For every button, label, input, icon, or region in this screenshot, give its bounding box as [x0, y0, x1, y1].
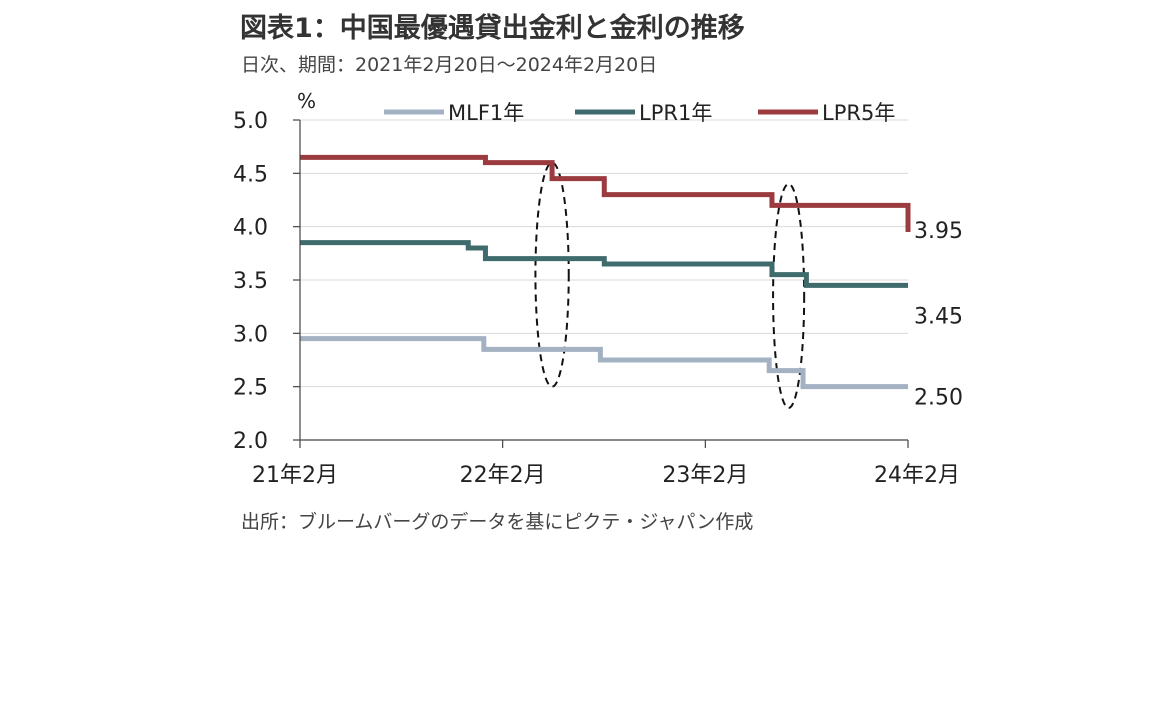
series-line [300, 336, 908, 390]
x-tick-label: 23年2月 [662, 463, 748, 488]
source-note: 出所：ブルームバーグのデータを基にピクテ・ジャパン作成 [241, 511, 754, 533]
axes-layer: 5.0 4.5 4.0 3.5 3.0 2.5 2.0% 21年2月 22年2月 23年2月 24年… [233, 89, 960, 488]
series-line [300, 240, 908, 288]
legend-label: MLF1年 [448, 101, 524, 125]
series-line [300, 154, 911, 232]
end-labels: 2.50 3.45 3.95 [914, 219, 963, 411]
legend: MLF1年 LPR1年 LPR5年 [384, 101, 895, 125]
grid-layer [300, 119, 908, 388]
end-value-label: 3.45 [914, 304, 963, 329]
legend-label: LPR1年 [639, 101, 712, 125]
end-value-label: 2.50 [914, 386, 963, 411]
end-value-label: 3.95 [914, 219, 963, 244]
chart-subtitle: 日次、期間：2021年2月20日～2024年2月20日 [241, 54, 658, 76]
x-tick-label: 22年2月 [460, 463, 546, 488]
legend-label: LPR5年 [822, 101, 895, 125]
y-tick-label: 4.5 [233, 162, 268, 187]
y-tick-label: 3.5 [233, 269, 268, 294]
annotation-layer [534, 161, 806, 409]
series-layer [300, 154, 911, 390]
y-tick-label: 2.0 [233, 429, 268, 454]
y-tick-label: 5.0 [233, 109, 268, 134]
y-tick-label: 4.0 [233, 216, 268, 241]
chart-title: 図表1：中国最優遇貸出金利と金利の推移 [240, 13, 745, 44]
x-tick-label: 21年2月 [252, 463, 338, 488]
highlight-ellipse [772, 183, 806, 409]
x-tick-label: 24年2月 [874, 463, 960, 488]
y-tick-label: 3.0 [233, 322, 268, 347]
y-unit-label: % [297, 89, 316, 113]
y-tick-label: 2.5 [233, 376, 268, 401]
highlight-ellipse [534, 161, 570, 388]
